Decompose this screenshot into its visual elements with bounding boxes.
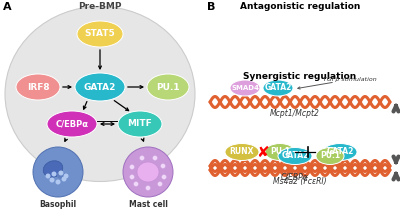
Text: PU.1: PU.1 (156, 82, 180, 92)
Text: STAT5: STAT5 (85, 29, 115, 39)
Text: Basophil: Basophil (40, 200, 76, 209)
Circle shape (62, 177, 66, 181)
Circle shape (160, 163, 166, 169)
Ellipse shape (263, 80, 293, 96)
Ellipse shape (75, 73, 125, 101)
Text: A: A (3, 2, 12, 12)
Ellipse shape (225, 144, 259, 160)
Text: Mcpt1/Mcpt2: Mcpt1/Mcpt2 (270, 109, 320, 118)
Circle shape (33, 147, 83, 197)
Text: Pre-BMP: Pre-BMP (78, 2, 122, 11)
Circle shape (58, 170, 64, 176)
Ellipse shape (323, 144, 357, 160)
Circle shape (52, 172, 56, 177)
Ellipse shape (230, 80, 260, 96)
Circle shape (50, 177, 54, 183)
Text: GATA2: GATA2 (281, 152, 309, 160)
Ellipse shape (137, 162, 159, 182)
Circle shape (162, 174, 166, 180)
Circle shape (46, 173, 50, 179)
Text: GATA2: GATA2 (84, 82, 116, 92)
Text: Antagonistic regulation: Antagonistic regulation (240, 2, 360, 11)
Text: PU.1: PU.1 (320, 152, 340, 160)
Circle shape (140, 155, 144, 160)
Ellipse shape (316, 148, 344, 165)
Text: SMAD4: SMAD4 (231, 85, 259, 91)
Text: IRF8: IRF8 (27, 82, 49, 92)
Ellipse shape (57, 171, 65, 179)
Text: TGFβ stimulation: TGFβ stimulation (323, 77, 377, 81)
Text: GATA2: GATA2 (264, 84, 292, 92)
Circle shape (158, 181, 162, 187)
Ellipse shape (5, 7, 195, 181)
Ellipse shape (265, 144, 295, 160)
Ellipse shape (77, 21, 123, 47)
Ellipse shape (147, 74, 189, 100)
Ellipse shape (118, 111, 162, 137)
Text: C/EBPα: C/EBPα (281, 173, 309, 182)
Circle shape (146, 186, 150, 191)
Text: Synergistic regulation: Synergistic regulation (243, 72, 357, 81)
Text: Mast cell: Mast cell (128, 200, 168, 209)
Ellipse shape (47, 111, 97, 137)
Text: B: B (207, 2, 215, 12)
Circle shape (134, 181, 138, 187)
Circle shape (123, 147, 173, 197)
Circle shape (130, 174, 134, 180)
Circle shape (130, 165, 134, 170)
Text: MITF: MITF (128, 120, 152, 128)
Circle shape (152, 155, 158, 160)
Ellipse shape (43, 161, 63, 177)
Text: C/EBPα: C/EBPα (56, 120, 88, 128)
Ellipse shape (278, 148, 312, 165)
Ellipse shape (16, 74, 60, 100)
Text: PU.1: PU.1 (270, 148, 290, 156)
Text: ✘: ✘ (257, 145, 269, 159)
Circle shape (64, 173, 68, 179)
Circle shape (56, 180, 60, 184)
Text: GATA2: GATA2 (326, 148, 354, 156)
Text: RUNX: RUNX (230, 148, 254, 156)
Text: Ms4a2 (FcεRI): Ms4a2 (FcεRI) (273, 177, 327, 186)
